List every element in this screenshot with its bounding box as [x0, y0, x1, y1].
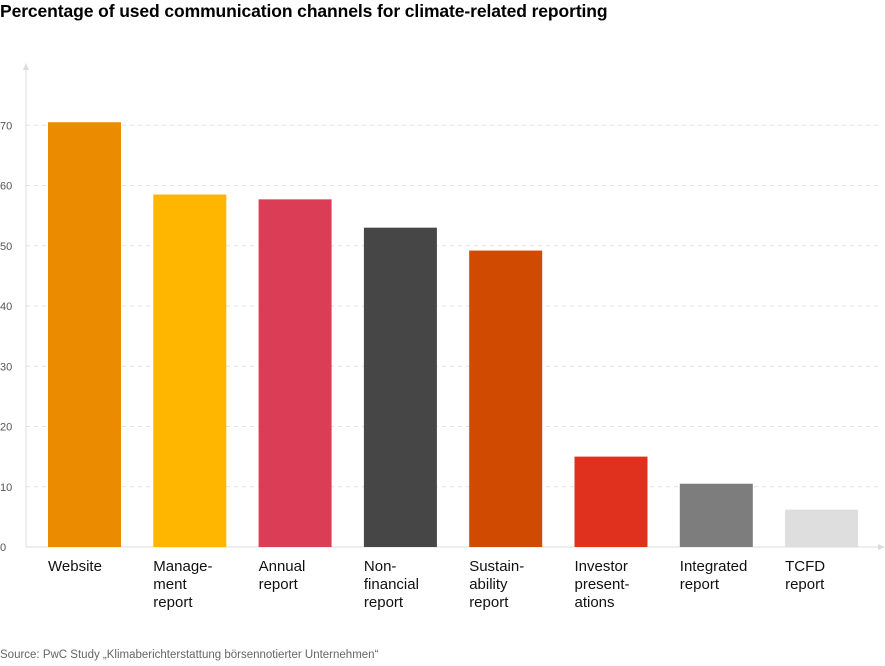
y-tick-label: 20: [0, 422, 12, 434]
x-category-label: Manage-ment report: [153, 558, 212, 611]
y-tick-label: 30: [0, 361, 12, 373]
bar: [48, 122, 121, 548]
x-category-label: Non-financial report: [364, 558, 419, 611]
x-category-label: Annual report: [259, 558, 306, 593]
y-axis-arrow-icon: [23, 63, 29, 70]
x-category-label: Website: [48, 558, 102, 575]
bars: [48, 122, 859, 548]
x-category-label: Integrated report: [680, 558, 748, 593]
y-tick-label: 10: [0, 482, 12, 494]
category-labels: Website Manage-ment report Annual report Non-…: [48, 558, 825, 611]
y-tick-label: 60: [0, 181, 12, 193]
y-tick-label: 50: [0, 241, 12, 253]
y-tick-label: 0: [0, 542, 6, 554]
y-tick-label: 70: [0, 120, 12, 132]
chart-title: Percentage of used communication channel…: [0, 1, 608, 21]
bar: [469, 250, 543, 547]
x-category-label: TCFD report: [785, 558, 825, 593]
x-category-label: Investor present-ations: [575, 558, 630, 611]
bar: [153, 194, 227, 547]
bar: [785, 509, 859, 547]
gridlines: [26, 124, 880, 488]
y-tick-labels: 0 10 20 30 40 50 60 70: [0, 120, 12, 554]
bar: [574, 456, 648, 547]
bar: [258, 199, 332, 548]
source-note: Source: PwC Study „Klimaberichterstattun…: [0, 649, 379, 661]
bar: [363, 227, 437, 548]
bar: [679, 483, 753, 547]
x-category-label: Sustain-ability report: [469, 558, 524, 611]
x-axis-arrow-icon: [878, 544, 885, 550]
y-tick-label: 40: [0, 301, 12, 313]
